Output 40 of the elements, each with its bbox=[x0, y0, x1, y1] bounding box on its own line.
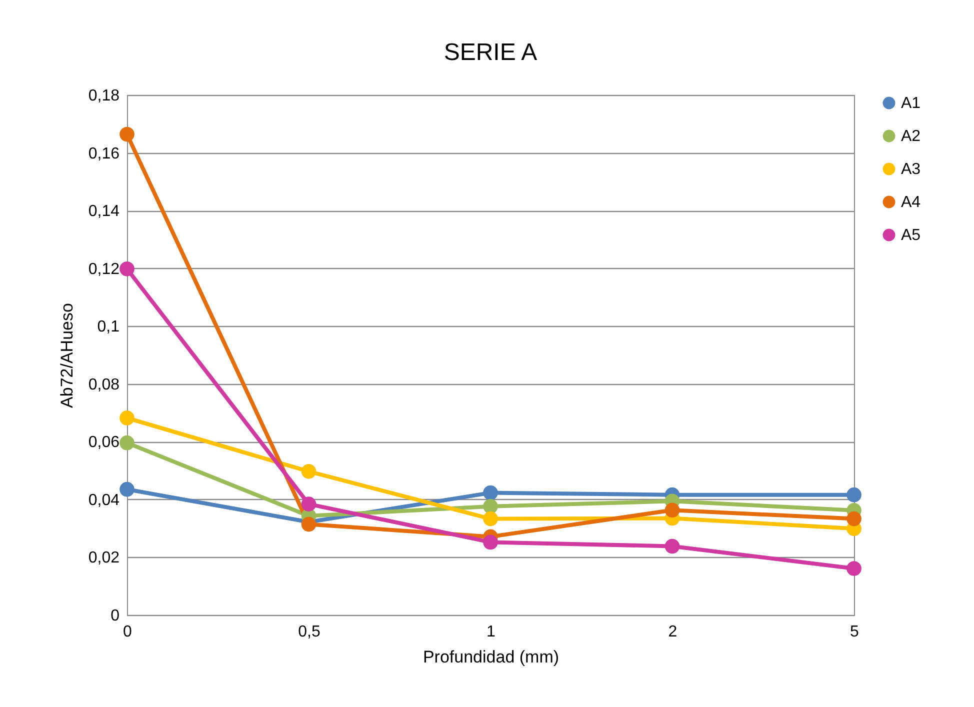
x-tick-label: 0 bbox=[123, 624, 132, 640]
x-tick-label: 1 bbox=[486, 624, 496, 640]
y-tick-label: 0,16 bbox=[88, 145, 120, 162]
point bbox=[483, 498, 498, 514]
chart-title: SERIE A bbox=[444, 39, 538, 66]
legend-label: A2 bbox=[901, 128, 921, 145]
point bbox=[483, 485, 498, 500]
y-tick-label: 0,12 bbox=[88, 260, 120, 278]
y-tick-label: 0 bbox=[110, 608, 120, 624]
x-tick-label: 2 bbox=[668, 624, 678, 640]
legend-label: A4 bbox=[901, 194, 921, 211]
point bbox=[483, 534, 498, 550]
point bbox=[846, 561, 862, 576]
y-tick-label: 0,06 bbox=[88, 434, 120, 452]
point bbox=[120, 482, 134, 497]
x-axis-title: Profundidad (mm) bbox=[422, 648, 560, 666]
point bbox=[301, 496, 316, 512]
x-tick-label: 5 bbox=[850, 624, 860, 640]
x-tick-label: 0,5 bbox=[298, 624, 320, 640]
point bbox=[301, 516, 316, 532]
point bbox=[483, 511, 498, 526]
point bbox=[664, 538, 680, 554]
legend-label: A1 bbox=[901, 95, 921, 112]
legend-label: A3 bbox=[901, 161, 921, 178]
y-axis-title: Ab72/AHueso bbox=[57, 303, 76, 408]
y-tick-label: 0,1 bbox=[97, 318, 120, 336]
point bbox=[120, 435, 134, 450]
point bbox=[846, 511, 862, 526]
point bbox=[120, 126, 134, 142]
point bbox=[120, 262, 134, 276]
point bbox=[846, 487, 862, 502]
y-tick-label: 0,18 bbox=[88, 88, 120, 104]
point bbox=[120, 410, 134, 426]
y-tick-label: 0,02 bbox=[88, 550, 120, 567]
y-tick-label: 0,14 bbox=[88, 203, 120, 220]
legend-label: A5 bbox=[901, 227, 921, 244]
y-tick-label: 0,08 bbox=[88, 376, 120, 394]
point bbox=[301, 464, 316, 479]
y-tick-label: 0,04 bbox=[88, 492, 120, 509]
point bbox=[664, 502, 680, 518]
